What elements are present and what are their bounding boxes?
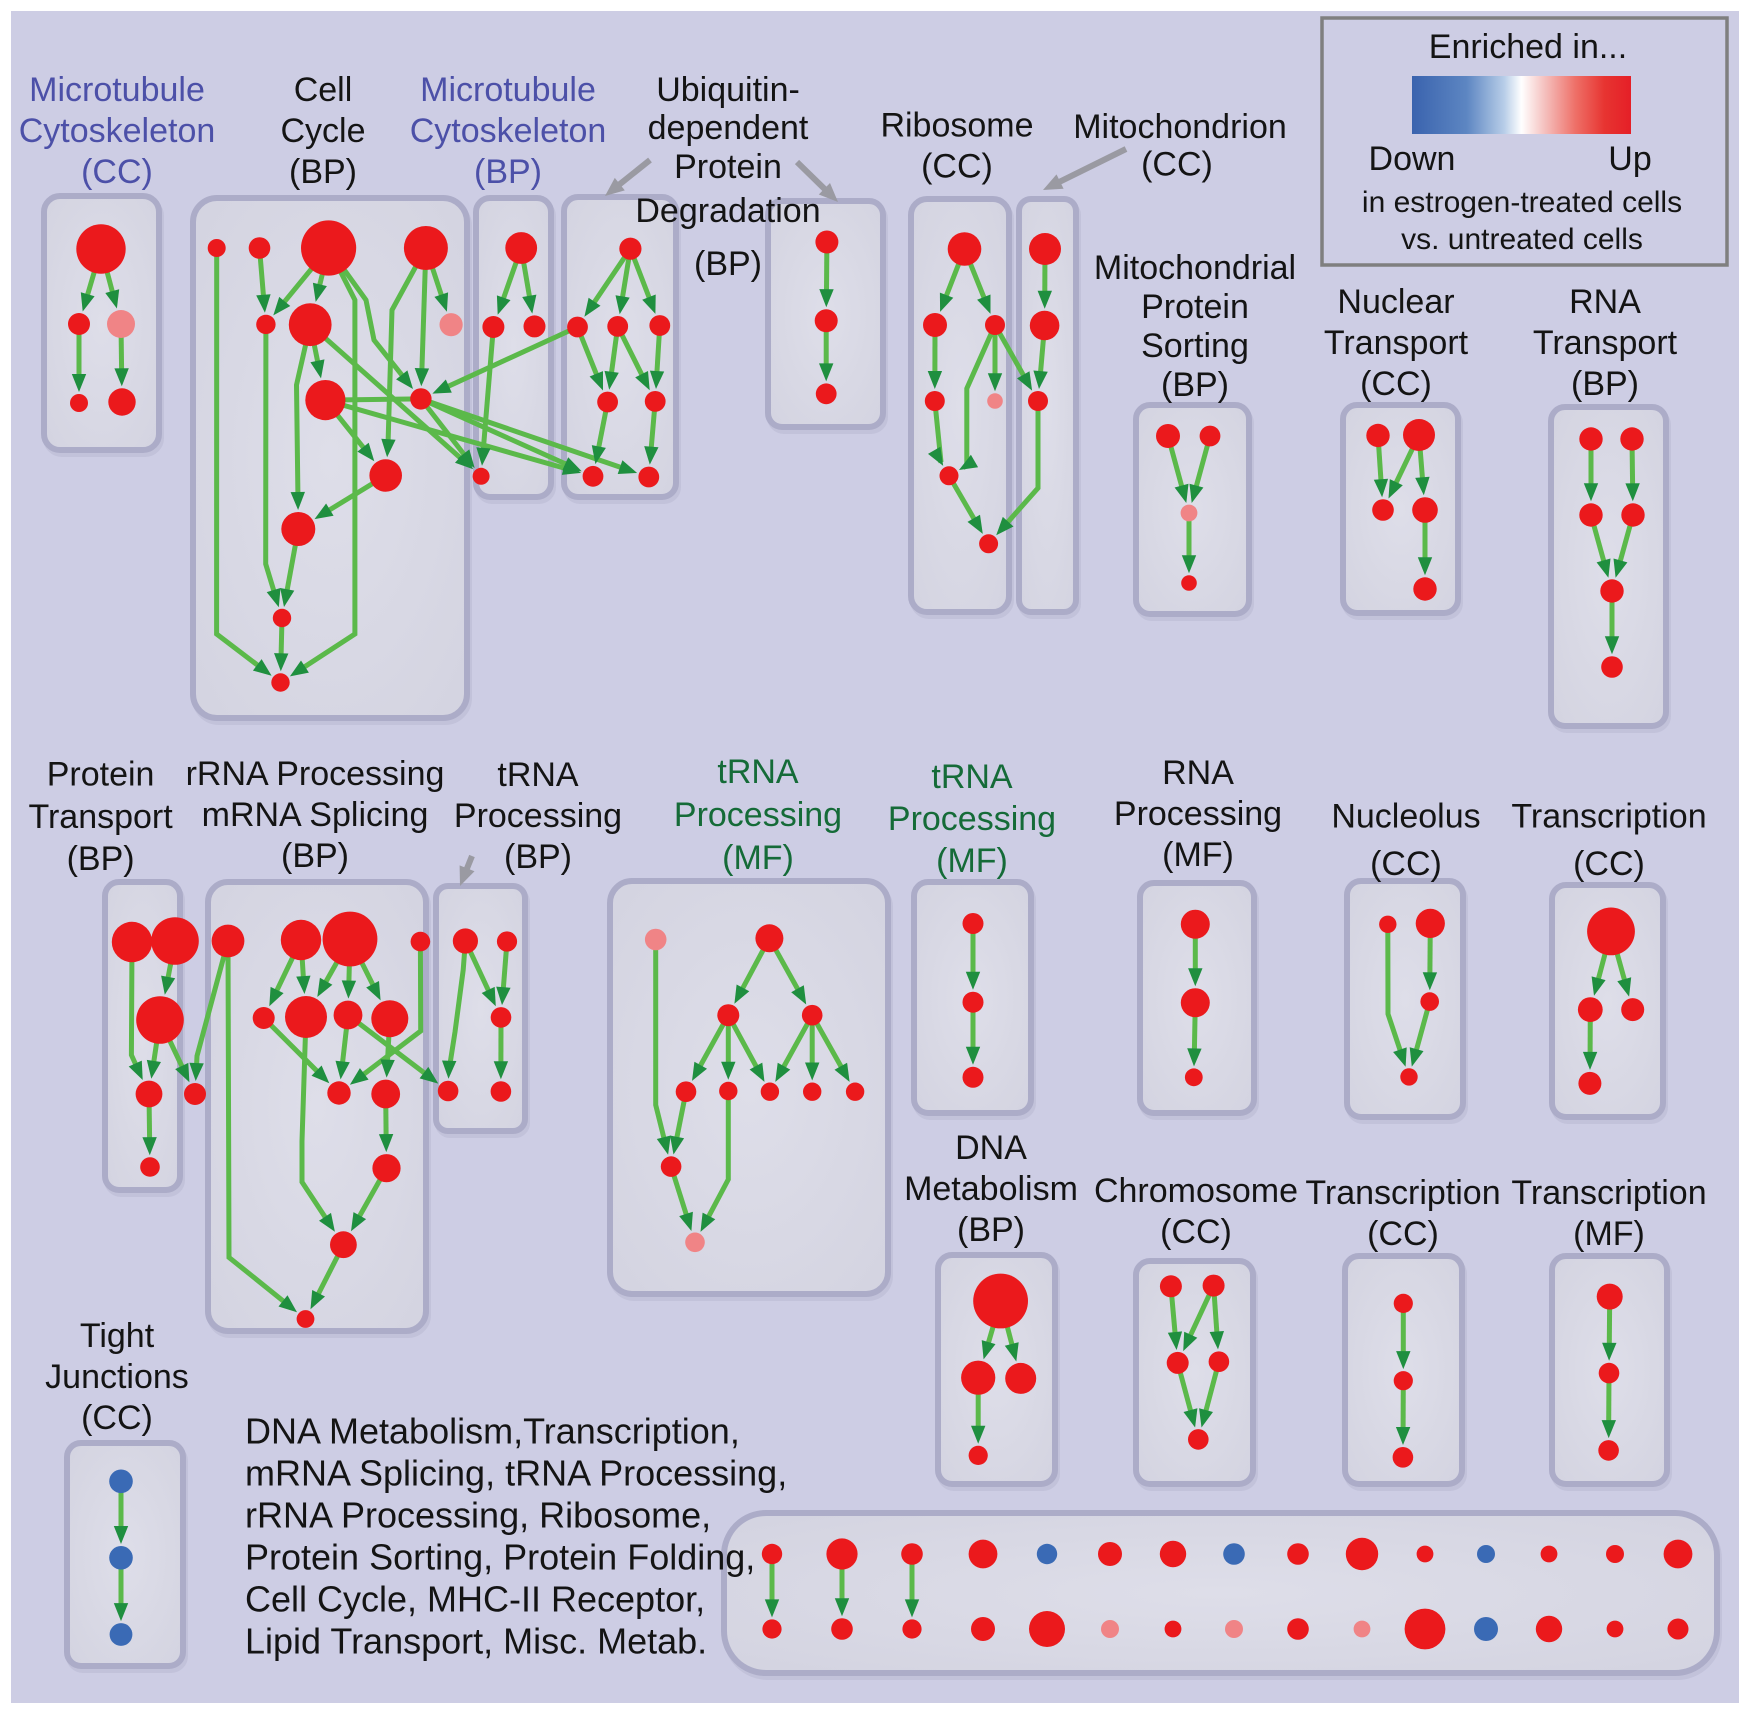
- svg-text:tRNA: tRNA: [717, 753, 799, 791]
- svg-text:Mitochondrion: Mitochondrion: [1073, 108, 1287, 146]
- svg-text:(BP): (BP): [281, 837, 349, 875]
- svg-text:Processing: Processing: [1114, 795, 1282, 833]
- svg-text:Protein: Protein: [47, 756, 155, 794]
- svg-text:Cell: Cell: [294, 71, 353, 109]
- svg-text:Protein: Protein: [1141, 288, 1249, 326]
- svg-text:Processing: Processing: [674, 796, 842, 834]
- svg-text:(CC): (CC): [1360, 365, 1432, 403]
- svg-text:(MF): (MF): [936, 842, 1008, 880]
- svg-text:(BP): (BP): [474, 153, 542, 191]
- svg-text:Enriched in...: Enriched in...: [1429, 28, 1627, 66]
- svg-text:DNA: DNA: [955, 1129, 1027, 1167]
- svg-text:Nucleolus: Nucleolus: [1331, 798, 1480, 836]
- svg-text:Up: Up: [1608, 140, 1651, 178]
- svg-text:vs. untreated cells: vs. untreated cells: [1401, 223, 1643, 256]
- svg-text:Cell Cycle, MHC-II Receptor,: Cell Cycle, MHC-II Receptor,: [245, 1579, 705, 1620]
- svg-text:tRNA: tRNA: [931, 758, 1013, 796]
- svg-text:Lipid Transport, Misc. Metab.: Lipid Transport, Misc. Metab.: [245, 1621, 707, 1662]
- svg-text:(CC): (CC): [1573, 845, 1645, 883]
- svg-text:Transport: Transport: [28, 798, 173, 836]
- svg-text:mRNA Splicing: mRNA Splicing: [202, 796, 429, 834]
- svg-text:(BP): (BP): [504, 838, 572, 876]
- svg-text:Cytoskeleton: Cytoskeleton: [410, 112, 607, 150]
- svg-text:(MF): (MF): [1162, 836, 1234, 874]
- svg-text:Ribosome: Ribosome: [880, 106, 1033, 144]
- svg-text:Tight: Tight: [80, 1317, 155, 1355]
- svg-text:(BP): (BP): [289, 153, 357, 191]
- svg-text:Degradation: Degradation: [635, 192, 820, 230]
- svg-text:(CC): (CC): [81, 1399, 153, 1437]
- svg-text:Processing: Processing: [454, 797, 622, 835]
- svg-text:(CC): (CC): [1367, 1215, 1439, 1253]
- svg-text:Transcription: Transcription: [1305, 1174, 1500, 1212]
- svg-text:Mitochondrial: Mitochondrial: [1094, 249, 1296, 287]
- svg-text:Nuclear: Nuclear: [1337, 283, 1454, 321]
- svg-text:Sorting: Sorting: [1141, 327, 1249, 365]
- svg-text:Chromosome: Chromosome: [1094, 1172, 1298, 1210]
- svg-text:Transport: Transport: [1533, 324, 1678, 362]
- svg-text:Transcription: Transcription: [1511, 798, 1706, 836]
- svg-text:RNA: RNA: [1569, 283, 1641, 321]
- svg-text:(MF): (MF): [722, 839, 794, 877]
- svg-text:Transcription: Transcription: [1511, 1174, 1706, 1212]
- svg-text:Ubiquitin-: Ubiquitin-: [656, 71, 800, 109]
- svg-text:(BP): (BP): [1161, 366, 1229, 404]
- svg-text:(CC): (CC): [1160, 1213, 1232, 1251]
- svg-text:Junctions: Junctions: [45, 1358, 189, 1396]
- svg-text:Microtubule: Microtubule: [29, 71, 205, 109]
- svg-text:Microtubule: Microtubule: [420, 71, 596, 109]
- svg-text:(BP): (BP): [957, 1211, 1025, 1249]
- svg-text:Protein Sorting, Protein Foldi: Protein Sorting, Protein Folding,: [245, 1537, 755, 1578]
- svg-text:(BP): (BP): [67, 840, 135, 878]
- svg-text:Cytoskeleton: Cytoskeleton: [19, 112, 216, 150]
- svg-text:in estrogen-treated cells: in estrogen-treated cells: [1362, 186, 1682, 219]
- svg-text:RNA: RNA: [1162, 754, 1234, 792]
- svg-text:(MF): (MF): [1573, 1215, 1645, 1253]
- svg-text:dependent: dependent: [648, 109, 809, 147]
- svg-text:Metabolism: Metabolism: [904, 1170, 1078, 1208]
- svg-text:Transport: Transport: [1324, 324, 1469, 362]
- svg-text:(CC): (CC): [921, 147, 993, 185]
- svg-text:mRNA Splicing, tRNA Processing: mRNA Splicing, tRNA Processing,: [245, 1453, 787, 1494]
- svg-text:(BP): (BP): [694, 245, 762, 283]
- svg-text:Processing: Processing: [888, 800, 1056, 838]
- svg-text:DNA Metabolism,Transcription,: DNA Metabolism,Transcription,: [245, 1411, 740, 1452]
- svg-text:(BP): (BP): [1571, 365, 1639, 403]
- svg-text:Down: Down: [1369, 140, 1456, 178]
- svg-text:rRNA Processing, Ribosome,: rRNA Processing, Ribosome,: [245, 1495, 711, 1536]
- svg-text:(CC): (CC): [1370, 845, 1442, 883]
- svg-text:rRNA Processing: rRNA Processing: [186, 755, 445, 793]
- svg-text:tRNA: tRNA: [497, 756, 579, 794]
- svg-text:Cycle: Cycle: [280, 112, 365, 150]
- svg-text:(CC): (CC): [1141, 145, 1213, 183]
- svg-text:Protein: Protein: [674, 148, 782, 186]
- svg-text:(CC): (CC): [81, 153, 153, 191]
